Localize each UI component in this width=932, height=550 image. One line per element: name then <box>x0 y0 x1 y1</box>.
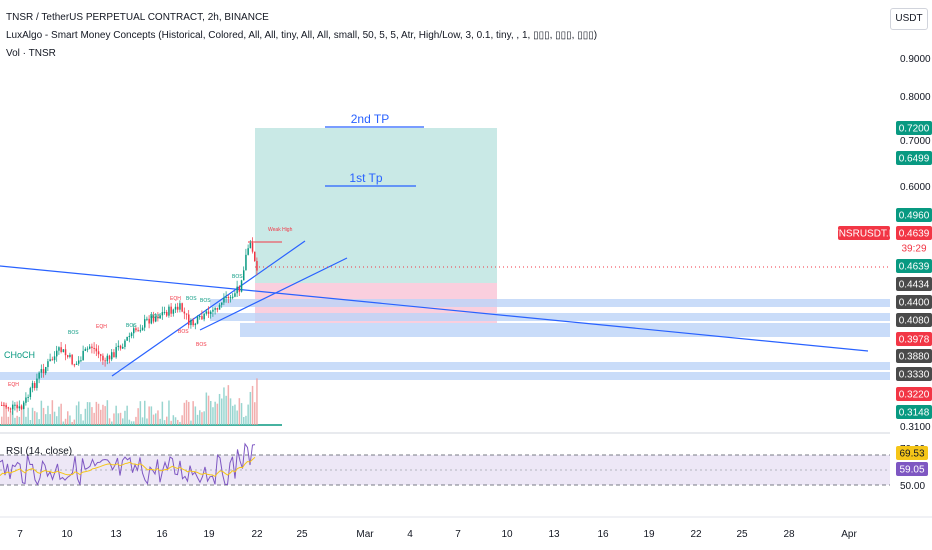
tp2-label[interactable]: 2nd TP <box>351 112 389 126</box>
weak-high-label: Weak High <box>268 227 293 233</box>
tp1-label[interactable]: 1st Tp <box>349 171 382 185</box>
svg-text:TNSRUSDT.P: TNSRUSDT.P <box>833 229 896 240</box>
price-label: 0.3220 <box>896 387 932 401</box>
symbol-title[interactable]: TNSR / TetherUS PERPETUAL CONTRACT, 2h, … <box>6 12 269 23</box>
smc-label: BOS <box>178 329 189 335</box>
time-tick: 10 <box>501 529 513 540</box>
svg-text:0.3148: 0.3148 <box>899 408 930 419</box>
rsi-lines <box>0 442 256 486</box>
time-tick: 16 <box>156 529 168 540</box>
svg-text:0.4080: 0.4080 <box>899 316 930 327</box>
svg-text:0.6499: 0.6499 <box>899 154 930 165</box>
time-tick: Apr <box>841 529 857 540</box>
price-tick: 0.3100 <box>900 422 931 433</box>
time-tick: 22 <box>690 529 702 540</box>
fvg-band <box>240 323 890 337</box>
fvg-band <box>0 372 890 380</box>
ascending-trendline[interactable] <box>199 257 348 331</box>
svg-text:0.3330: 0.3330 <box>899 370 930 381</box>
time-tick: 28 <box>783 529 795 540</box>
smc-label: BOS <box>232 274 243 280</box>
time-axis[interactable]: 7 10 13 16 19 22 25 Mar 4 7 10 13 16 19 22 25 28 Apr <box>17 529 857 540</box>
price-label: 0.3330 <box>896 367 932 381</box>
smc-label: BOS <box>150 314 161 320</box>
svg-text:0.4400: 0.4400 <box>899 298 930 309</box>
currency-selector[interactable]: USDT <box>890 8 928 30</box>
svg-text:59.05: 59.05 <box>899 465 924 476</box>
rsi-value-label: 69.53 <box>896 446 928 460</box>
time-tick: 19 <box>643 529 655 540</box>
smc-label: EQH <box>8 382 19 388</box>
fvg-band <box>210 299 890 307</box>
price-tick: 0.8000 <box>900 92 931 103</box>
price-label: 0.4080 <box>896 313 932 327</box>
svg-text:0.3220: 0.3220 <box>899 390 930 401</box>
smc-label: BOS <box>126 323 137 329</box>
time-tick: 25 <box>736 529 748 540</box>
time-tick: 13 <box>110 529 122 540</box>
price-label: 0.3148 <box>896 405 932 419</box>
price-label: 0.6499 <box>896 151 932 165</box>
price-label: 0.4639 <box>896 259 932 273</box>
price-label: 0.3978 <box>896 332 932 346</box>
time-tick: 7 <box>455 529 461 540</box>
descending-trendline[interactable] <box>0 265 869 352</box>
smc-label: BOS <box>196 342 207 348</box>
candlesticks <box>1 237 258 415</box>
price-label: 0.4434 <box>896 277 932 291</box>
price-tick: 0.6000 <box>900 182 931 193</box>
rsi-value-labels: 69.53 59.05 <box>896 446 928 476</box>
time-tick: 13 <box>548 529 560 540</box>
fvg-band <box>210 313 890 321</box>
smc-label: EQH <box>170 296 181 302</box>
svg-text:69.53: 69.53 <box>899 449 924 460</box>
price-label: 0.3880 <box>896 349 932 363</box>
smc-label: BOS <box>68 330 79 336</box>
rsi-legend[interactable]: RSI (14, close) <box>6 446 73 457</box>
time-tick: 7 <box>17 529 23 540</box>
indicator-legend[interactable]: LuxAlgo - Smart Money Concepts (Historic… <box>6 30 598 41</box>
svg-text:39:29: 39:29 <box>901 244 926 255</box>
svg-text:0.4434: 0.4434 <box>899 280 930 291</box>
price-tick: 0.9000 <box>900 54 931 65</box>
time-tick: 19 <box>203 529 215 540</box>
price-label: TNSRUSDT.P <box>833 226 896 240</box>
price-label: 0.7200 <box>896 121 932 135</box>
price-label: 0.4960 <box>896 208 932 222</box>
price-label: 39:29 <box>896 241 932 255</box>
svg-text:0.3880: 0.3880 <box>899 352 930 363</box>
rsi-tick: 50.00 <box>900 481 925 492</box>
price-axis[interactable]: 0.9000 0.8000 0.7000 0.6000 0.3100 <box>900 54 931 433</box>
time-tick: 22 <box>251 529 263 540</box>
time-tick: 25 <box>296 529 308 540</box>
fvg-band <box>80 362 890 370</box>
price-label: 0.4639 <box>896 226 932 240</box>
svg-text:0.3978: 0.3978 <box>899 335 930 346</box>
svg-text:0.4960: 0.4960 <box>899 211 930 222</box>
time-tick: 16 <box>597 529 609 540</box>
svg-text:0.4639: 0.4639 <box>899 229 930 240</box>
svg-text:0.4639: 0.4639 <box>899 262 930 273</box>
target-zone[interactable] <box>255 128 497 283</box>
smc-label: BOS <box>200 298 211 304</box>
svg-text:0.7200: 0.7200 <box>899 124 930 135</box>
time-tick: Mar <box>356 529 374 540</box>
smc-label: EQH <box>96 324 107 330</box>
choch-label: CHoCH <box>4 350 35 360</box>
rsi-value-label: 59.05 <box>896 462 928 476</box>
price-label: 0.4400 <box>896 295 932 309</box>
volume-bars <box>1 378 258 425</box>
smc-label: BOS <box>186 296 197 302</box>
price-tick: 0.7000 <box>900 136 931 147</box>
time-tick: 10 <box>61 529 73 540</box>
volume-legend[interactable]: Vol · TNSR <box>6 48 56 59</box>
time-tick: 4 <box>407 529 413 540</box>
